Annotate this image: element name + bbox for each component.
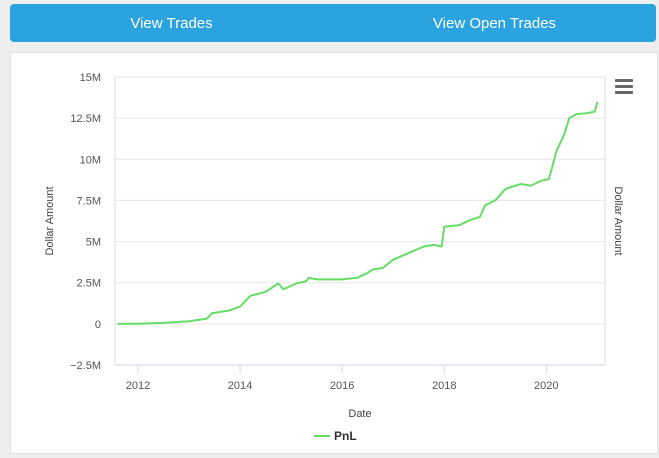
- x-axis-title: Date: [348, 408, 371, 420]
- y-tick-label: 10M: [80, 154, 101, 166]
- view-trades-button[interactable]: View Trades: [10, 4, 333, 42]
- y-tick-label: 7.5M: [77, 195, 101, 207]
- y-tick-label: 0: [95, 319, 101, 331]
- y-tick-label: 2.5M: [77, 278, 101, 290]
- pnl-chart: −2.5M 0 2.5M 5M 7.5M 10M 12.5M 15M 2012 2014 2016 2…: [44, 72, 624, 443]
- y-tick-label: 15M: [80, 72, 101, 84]
- x-tick-label: 2020: [534, 380, 558, 392]
- y-tick-label: 5M: [86, 237, 101, 249]
- x-tick-label: 2014: [228, 380, 252, 392]
- y-tick-label: 12.5M: [70, 113, 101, 125]
- series-line-pnl: [117, 101, 599, 325]
- view-open-trades-button[interactable]: View Open Trades: [333, 4, 656, 42]
- chart-panel: −2.5M 0 2.5M 5M 7.5M 10M 12.5M 15M 2012 2014 2016 2…: [10, 52, 658, 454]
- y-axis-title-right: Dollar Amount: [612, 186, 624, 255]
- top-nav-bar: View Trades View Open Trades: [10, 4, 656, 42]
- x-tick-label: 2012: [126, 380, 150, 392]
- hamburger-icon[interactable]: [615, 79, 633, 95]
- y-axis-title-left: Dollar Amount: [44, 186, 56, 255]
- x-tick-label: 2016: [330, 380, 354, 392]
- y-tick-label: −2.5M: [70, 360, 101, 372]
- legend-label: PnL: [334, 429, 357, 443]
- x-tick-label: 2018: [432, 380, 456, 392]
